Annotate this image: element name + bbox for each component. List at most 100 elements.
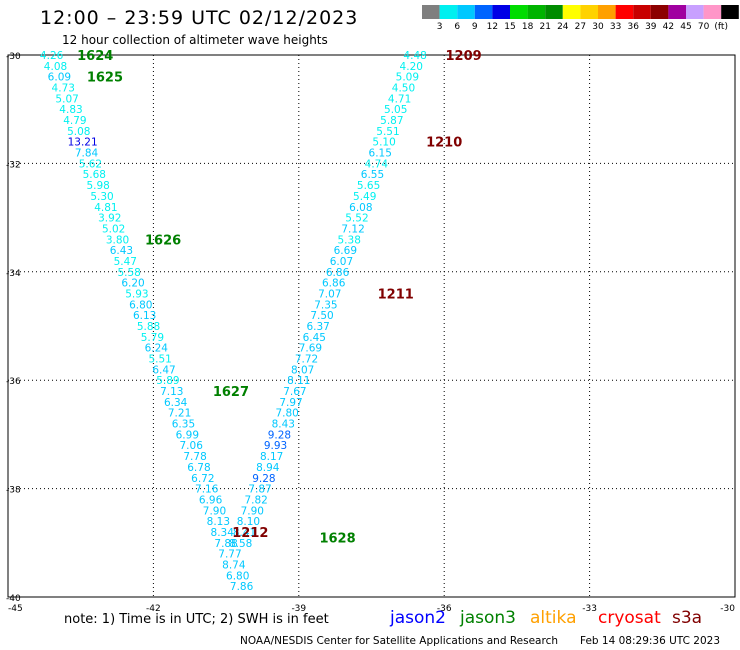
colorbar-swatch	[633, 5, 651, 19]
wave-height-value: 5.02	[102, 223, 125, 235]
wave-height-value: 6.35	[172, 419, 195, 431]
wave-height-value: 6.78	[187, 462, 210, 474]
map-subtitle: 12 hour collection of altimeter wave hei…	[62, 33, 328, 47]
wave-height-value: 7.67	[283, 386, 306, 398]
wave-height-value: 6.20	[121, 278, 144, 290]
lat-tick-label: -40	[6, 594, 21, 604]
wave-height-value: 8.43	[272, 419, 295, 431]
lon-tick-label: -36	[437, 604, 452, 614]
wave-height-value: 6.96	[199, 494, 223, 506]
colorbar-label: 36	[627, 22, 639, 32]
colorbar-label: 9	[472, 22, 478, 32]
wave-height-value: 7.87	[248, 484, 271, 496]
wave-height-value: 5.87	[380, 115, 403, 127]
colorbar-swatch	[580, 5, 598, 19]
wave-height-value: 7.12	[341, 223, 364, 235]
wave-height-value: 6.43	[110, 245, 133, 257]
colorbar-label: 39	[645, 22, 657, 32]
colorbar-swatch	[474, 5, 493, 19]
colorbar-label: 70	[698, 22, 710, 32]
wave-height-value: 8.34	[211, 527, 235, 539]
colorbar-swatch	[510, 5, 528, 19]
lon-tick-label: -33	[582, 604, 597, 614]
wave-height-value: 5.58	[117, 267, 140, 279]
wave-height-value: 4.08	[44, 61, 67, 73]
wave-height-value: 5.52	[345, 213, 368, 225]
colorbar-label: 42	[663, 22, 674, 32]
wave-height-value: 4.71	[388, 93, 411, 105]
wave-height-value: 4.81	[94, 202, 117, 214]
wave-height-value: 5.88	[137, 321, 160, 333]
wave-height-value: 6.80	[226, 570, 249, 582]
wave-height-value: 5.98	[86, 180, 109, 192]
lon-tick-label: -39	[291, 604, 306, 614]
wave-height-value: 3.92	[98, 213, 121, 225]
lat-tick-label: -30	[6, 52, 21, 62]
wave-height-value: 5.30	[90, 191, 113, 203]
wave-height-value: 5.51	[376, 126, 399, 138]
wave-height-points: 4.264.086.094.735.074.834.795.0813.217.8…	[40, 50, 427, 593]
wave-height-value: 5.89	[156, 375, 179, 387]
wave-height-value: 4.73	[52, 83, 75, 95]
wave-height-value: 5.51	[148, 354, 171, 366]
wave-height-value: 7.13	[160, 386, 183, 398]
map-frame	[7, 54, 736, 598]
wave-height-value: 7.84	[75, 148, 99, 160]
wave-height-value: 7.97	[279, 397, 302, 409]
pass-time-label: 1628	[319, 531, 355, 546]
wave-height-value: 7.21	[168, 408, 191, 420]
pass-time-label: 1211	[378, 287, 414, 302]
wave-height-value: 8.13	[207, 516, 230, 528]
wave-height-value: 8.07	[291, 364, 314, 376]
wave-height-value: 7.78	[183, 451, 206, 463]
wave-height-value: 7.07	[318, 288, 341, 300]
wave-height-value: 6.13	[133, 310, 156, 322]
time-labels: 1624 1625 1626 1627 1628 1209 1210 1211 1212	[77, 49, 482, 546]
lat-tick-label: -32	[6, 160, 21, 170]
wave-height-value: 4.83	[59, 104, 82, 116]
wave-height-value: 5.47	[114, 256, 137, 268]
wave-height-value: 4.20	[400, 61, 423, 73]
wave-height-value: 7.06	[180, 440, 204, 452]
wave-height-value: 7.82	[244, 494, 267, 506]
wave-height-value: 7.69	[299, 343, 322, 355]
satellite-legend-cryosat: cryosat	[598, 608, 661, 628]
wave-height-value: 5.62	[79, 158, 102, 170]
satellite-legend-s3a: s3a	[672, 608, 703, 628]
wave-height-value: 4.79	[63, 115, 86, 127]
pass-time-label: 1626	[145, 233, 181, 248]
wave-height-value: 8.11	[287, 375, 310, 387]
colorbar-swatch	[703, 5, 722, 19]
colorbar-swatch	[721, 5, 739, 19]
wave-height-value: 9.28	[268, 429, 291, 441]
lat-tick-label: -36	[6, 377, 21, 387]
map-title: 12:00 – 23:59 UTC 02/12/2023	[40, 7, 359, 29]
satellite-legend-jason2: jason2	[390, 608, 446, 628]
colorbar-label: 15	[504, 22, 515, 32]
lat-lon-grid: -30 -32 -34 -36 -38 -40-45 -42 -39 -36 -33 -30	[6, 52, 736, 614]
colorbar-swatch	[492, 5, 510, 19]
wave-height-value: 7.86	[230, 581, 254, 593]
wave-height-value: 5.09	[396, 72, 419, 84]
wave-height-value: 6.15	[369, 148, 392, 160]
wave-height-value: 6.09	[48, 72, 71, 84]
wave-height-value: 7.72	[295, 354, 318, 366]
colorbar-label: 3	[437, 22, 443, 32]
satellite-legend-altika: altika	[530, 608, 577, 628]
colorbar-swatch	[650, 5, 669, 19]
wave-height-value: 6.99	[176, 429, 199, 441]
wave-height-value: 8.41	[233, 527, 256, 539]
pass-time-label: 1625	[87, 71, 123, 86]
wave-height-value: 9.93	[264, 440, 287, 452]
colorbar-label: 30	[592, 22, 604, 32]
wave-height-value: 7.90	[203, 505, 226, 517]
wave-height-value: 9.28	[252, 473, 275, 485]
colorbar-swatch	[527, 5, 546, 19]
wave-height-value: 4.74	[365, 158, 389, 170]
footnote: note: 1) Time is in UTC; 2) SWH is in fe…	[64, 612, 329, 627]
pass-time-label: 1212	[232, 526, 268, 541]
colorbar-swatch	[439, 5, 458, 19]
wave-height-value: 4.50	[392, 83, 415, 95]
pass-time-label: 1209	[445, 49, 481, 64]
wave-height-value: 6.86	[322, 278, 346, 290]
